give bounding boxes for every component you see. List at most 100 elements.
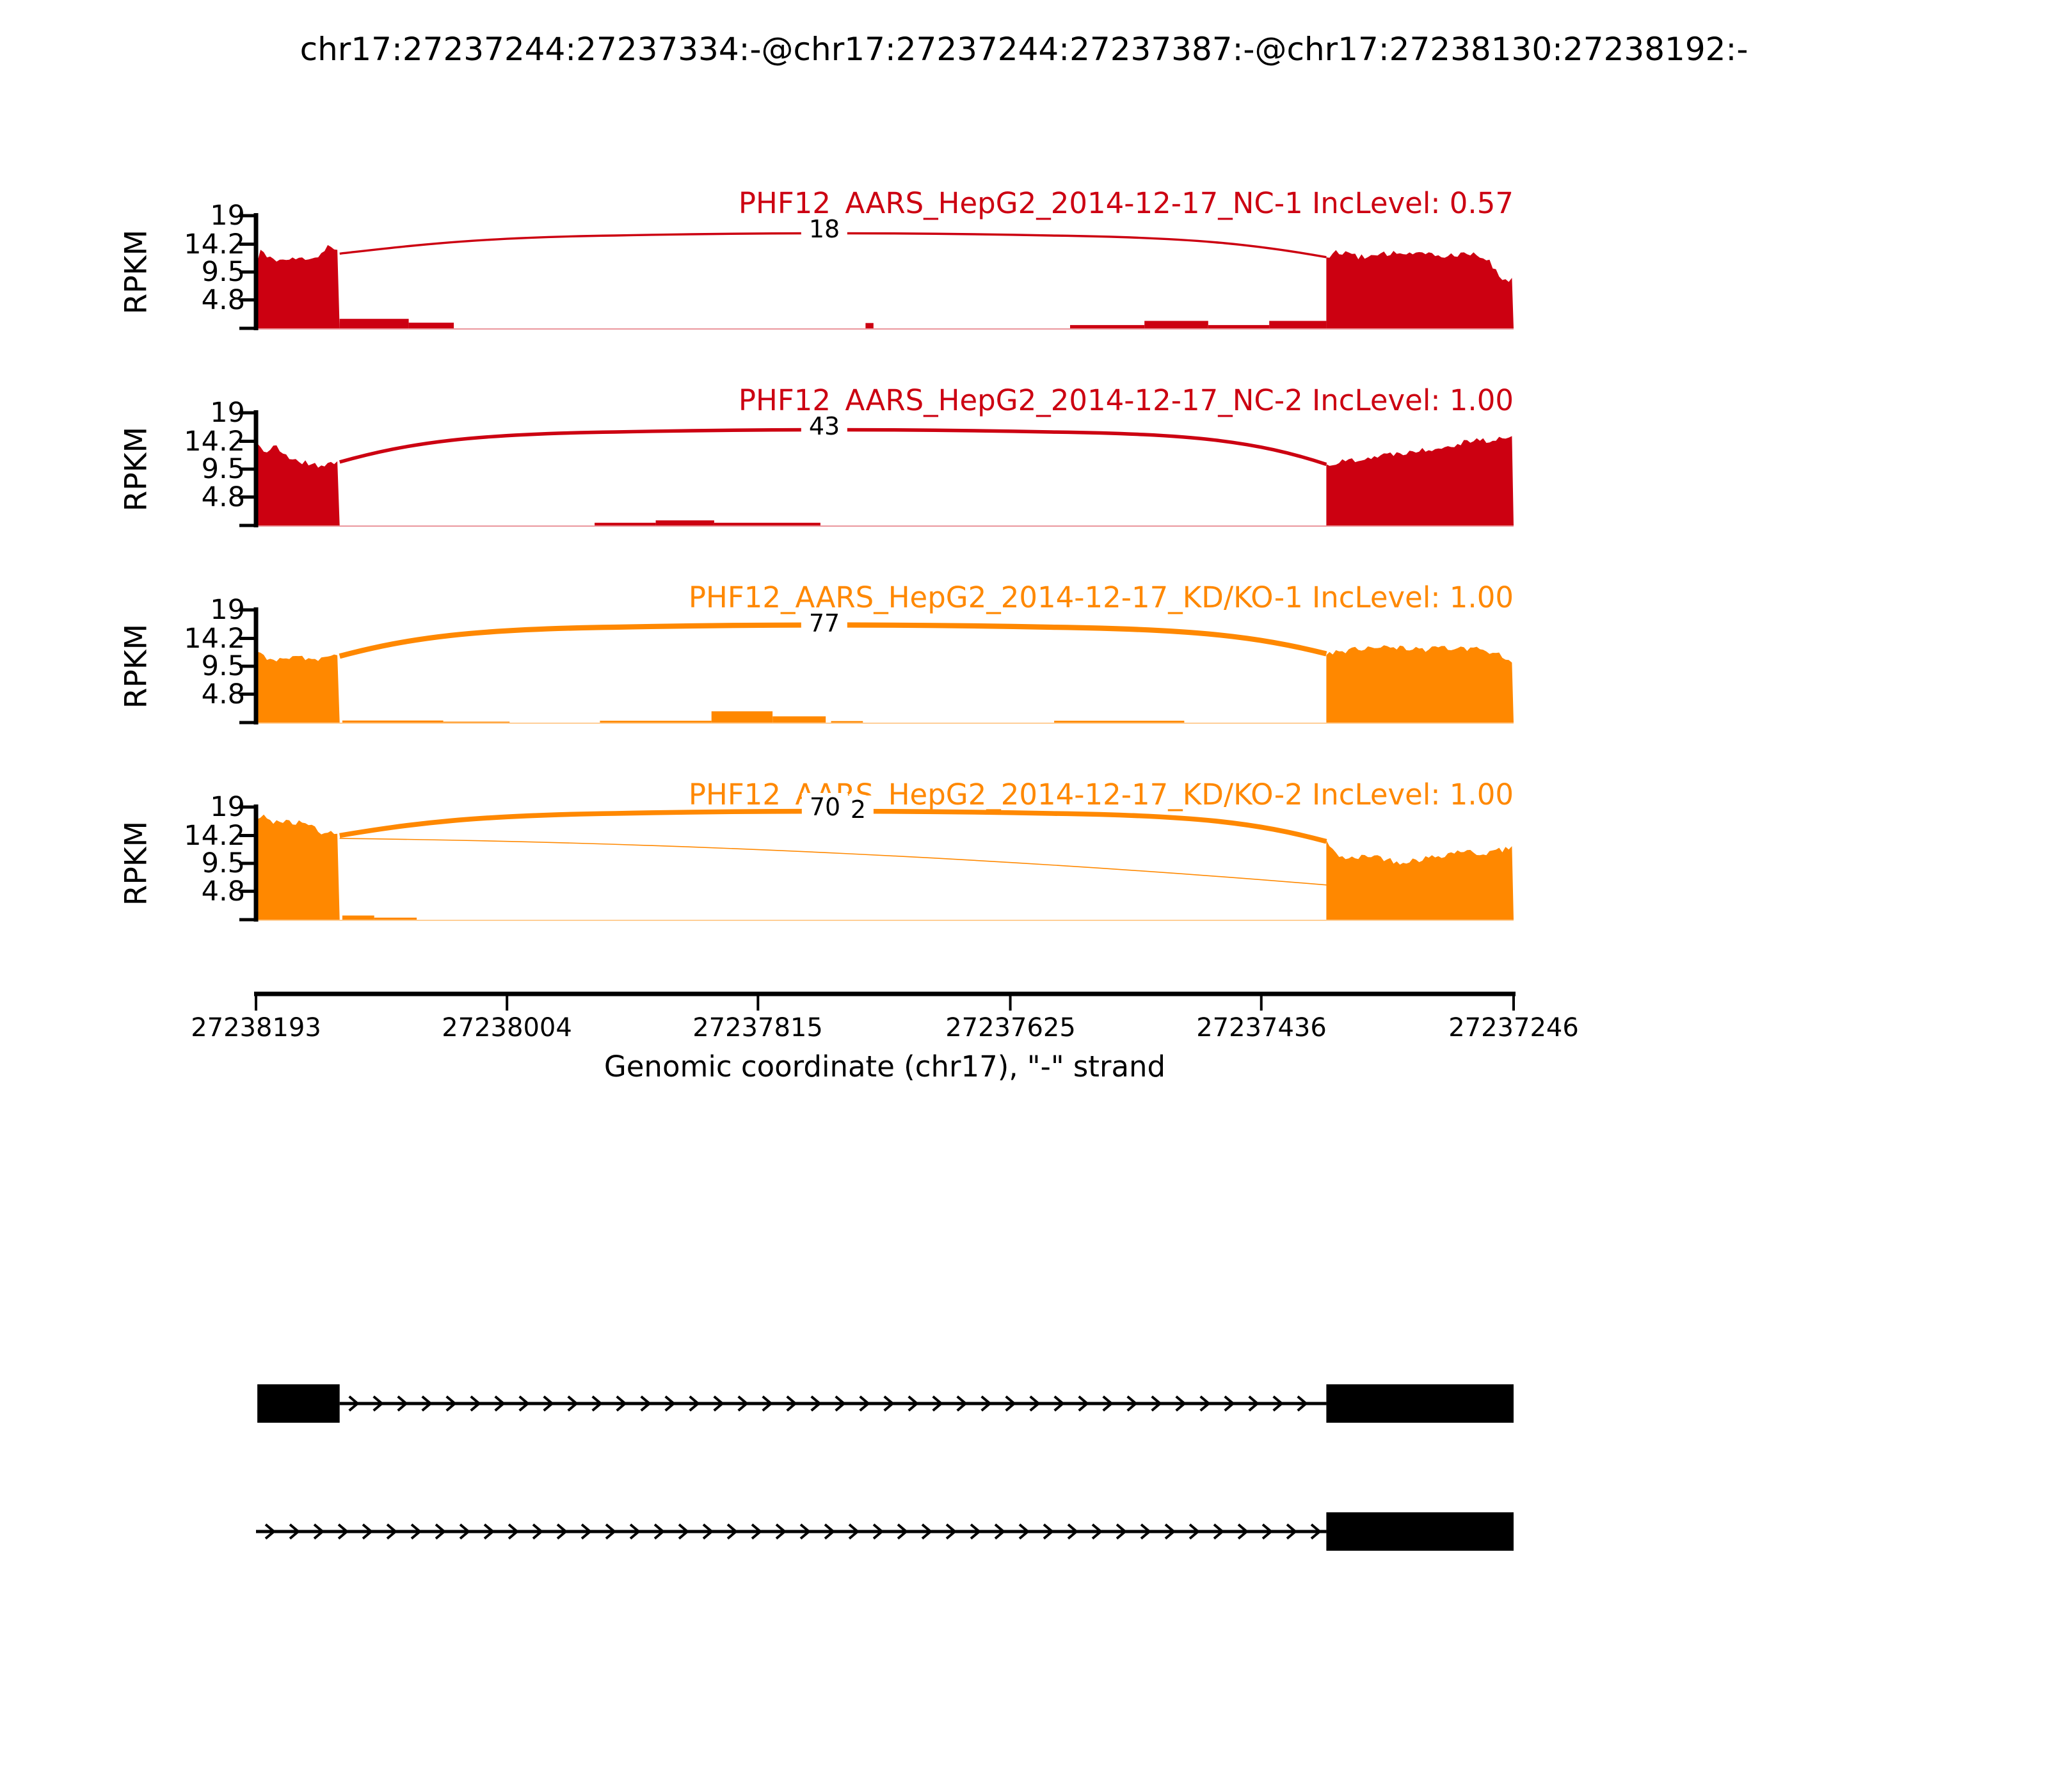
- y-tick-label: 4.8: [201, 284, 245, 316]
- strand-arrow-icon: [629, 1523, 641, 1540]
- strand-arrow-icon: [1116, 1523, 1128, 1540]
- strand-arrow-icon: [556, 1523, 568, 1540]
- strand-arrow-icon: [872, 1523, 884, 1540]
- strand-arrow-icon: [980, 1395, 992, 1412]
- strand-arrow-icon: [289, 1523, 301, 1540]
- strand-arrow-icon: [616, 1395, 627, 1412]
- y-tick-label: 9.5: [201, 256, 245, 288]
- y-tick-label: 4.8: [201, 876, 245, 908]
- strand-arrow-icon: [1237, 1523, 1249, 1540]
- strand-arrow-icon: [702, 1523, 714, 1540]
- strand-arrow-icon: [775, 1523, 787, 1540]
- strand-arrow-icon: [1310, 1523, 1322, 1540]
- figure-title: chr17:27237244:27237334:-@chr17:27237244…: [300, 31, 1748, 68]
- y-tick-label: 19: [210, 594, 245, 626]
- junction-count: 70: [801, 793, 849, 821]
- coverage-area: [1269, 321, 1327, 328]
- strand-arrow-icon: [726, 1523, 739, 1540]
- strand-arrow-icon: [386, 1523, 398, 1540]
- strand-arrow-icon: [337, 1523, 349, 1540]
- coverage-area: [1054, 721, 1185, 723]
- coverage-area: [339, 319, 409, 328]
- strand-arrow-icon: [994, 1523, 1006, 1540]
- strand-arrow-icon: [348, 1395, 360, 1412]
- strand-arrow-icon: [372, 1395, 384, 1412]
- strand-arrow-icon: [848, 1523, 860, 1540]
- strand-arrow-icon: [1297, 1395, 1308, 1412]
- strand-arrow-icon: [762, 1395, 773, 1412]
- y-tick-label: 14.2: [184, 623, 245, 655]
- strand-arrow-icon: [518, 1395, 530, 1412]
- strand-arrow-icon: [640, 1395, 652, 1412]
- strand-arrow-icon: [397, 1395, 408, 1412]
- x-axis-title: Genomic coordinate (chr17), "-" strand: [604, 1050, 1166, 1084]
- x-tick-label: 27238004: [442, 1013, 572, 1043]
- strand-arrow-icon: [945, 1523, 957, 1540]
- exon-box: [257, 1384, 340, 1423]
- strand-arrow-icon: [591, 1395, 603, 1412]
- strand-arrow-icon: [689, 1395, 700, 1412]
- coverage-area: [831, 721, 863, 723]
- strand-arrow-icon: [1102, 1395, 1114, 1412]
- coverage-area: [257, 652, 340, 723]
- y-tick-label: 9.5: [201, 847, 245, 879]
- coverage-area: [600, 721, 712, 723]
- strand-arrow-icon: [1091, 1523, 1103, 1540]
- strand-arrow-icon: [494, 1395, 506, 1412]
- strand-arrow-icon: [737, 1395, 749, 1412]
- strand-arrow-icon: [908, 1395, 919, 1412]
- strand-arrow-icon: [1029, 1395, 1041, 1412]
- junction-arc: [339, 838, 1466, 898]
- x-tick-label: 27237625: [945, 1013, 1076, 1043]
- coverage-area: [711, 711, 773, 723]
- strand-arrow-icon: [1164, 1523, 1176, 1540]
- coverage-area: [443, 721, 510, 723]
- strand-arrow-icon: [1018, 1523, 1030, 1540]
- y-tick-label: 19: [210, 397, 245, 429]
- coverage-area: [257, 814, 340, 920]
- strand-arrow-icon: [810, 1395, 822, 1412]
- exon-box: [1326, 1512, 1514, 1551]
- strand-arrow-icon: [483, 1523, 495, 1540]
- coverage-area: [342, 915, 374, 920]
- strand-arrow-icon: [1224, 1395, 1235, 1412]
- strand-arrow-icon: [751, 1523, 763, 1540]
- strand-arrow-icon: [897, 1523, 909, 1540]
- x-tick-label: 27237246: [1448, 1013, 1579, 1043]
- strand-arrow-icon: [264, 1523, 276, 1540]
- x-tick-label: 27238193: [191, 1013, 321, 1043]
- coverage-area: [595, 522, 656, 525]
- strand-arrow-icon: [1005, 1395, 1016, 1412]
- strand-arrow-icon: [1272, 1395, 1284, 1412]
- strand-arrow-icon: [932, 1395, 943, 1412]
- x-tick-label: 27237815: [692, 1013, 823, 1043]
- strand-arrow-icon: [664, 1395, 676, 1412]
- coverage-area: [257, 244, 340, 328]
- strand-arrow-icon: [1126, 1395, 1138, 1412]
- strand-arrow-icon: [1286, 1523, 1298, 1540]
- coverage-area: [1326, 250, 1514, 328]
- track-label-nc2: PHF12_AARS_HepG2_2014-12-17_NC-2 IncLeve…: [738, 383, 1514, 417]
- strand-arrow-icon: [459, 1523, 471, 1540]
- y-tick-label: 14.2: [184, 228, 245, 260]
- coverage-area: [408, 323, 454, 328]
- y-tick-label: 9.5: [201, 650, 245, 682]
- strand-arrow-icon: [824, 1523, 836, 1540]
- strand-arrow-icon: [1213, 1523, 1225, 1540]
- strand-arrow-icon: [543, 1395, 554, 1412]
- y-tick-label: 4.8: [201, 678, 245, 710]
- y-tick-label: 19: [210, 200, 245, 232]
- strand-arrow-icon: [580, 1523, 593, 1540]
- coverage-area: [1326, 436, 1514, 525]
- junction-count: 77: [801, 609, 848, 637]
- y-tick-label: 14.2: [184, 820, 245, 852]
- strand-arrow-icon: [956, 1395, 968, 1412]
- strand-arrow-icon: [1261, 1523, 1274, 1540]
- strand-arrow-icon: [508, 1523, 520, 1540]
- coverage-area: [342, 720, 444, 723]
- track-label-nc1: PHF12_AARS_HepG2_2014-12-17_NC-1 IncLeve…: [738, 186, 1514, 220]
- coverage-area: [1144, 321, 1208, 328]
- strand-arrow-icon: [859, 1395, 870, 1412]
- coverage-area: [772, 716, 826, 723]
